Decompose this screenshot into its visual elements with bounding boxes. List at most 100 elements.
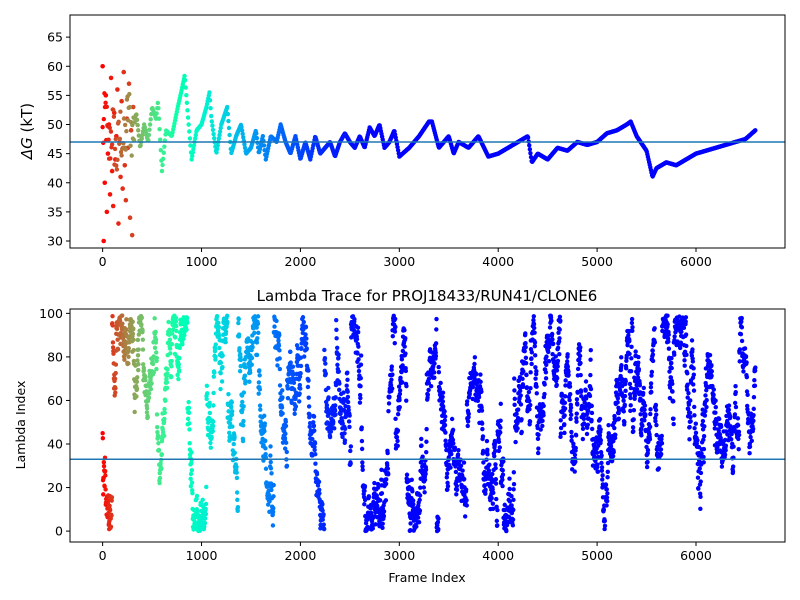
lambda-point xyxy=(345,399,351,405)
lambda-point xyxy=(568,408,573,414)
lambda-point xyxy=(162,406,167,412)
lambda-point xyxy=(573,433,579,438)
lambda-point xyxy=(126,361,131,366)
lambda-point xyxy=(732,412,738,417)
lambda-point xyxy=(115,347,121,352)
lambda-point xyxy=(271,506,276,511)
lambda-point xyxy=(218,386,223,392)
lambda-point xyxy=(186,399,191,405)
lambda-point xyxy=(523,355,529,360)
lambda-point xyxy=(686,390,691,396)
lambda-point xyxy=(174,328,179,334)
delta-g-point xyxy=(122,162,128,168)
lambda-point xyxy=(263,466,269,471)
lambda-point xyxy=(490,501,496,506)
lambda-point xyxy=(262,421,268,426)
lambda-point xyxy=(445,487,450,492)
lambda-point xyxy=(237,346,242,351)
lambda-point xyxy=(747,450,752,456)
delta-g-point xyxy=(211,136,217,141)
lambda-y-ticks: 0 20 40 60 80 100 xyxy=(39,306,70,539)
delta-g-y-axis-label: ΔG (kT) xyxy=(18,103,36,160)
lambda-point xyxy=(218,370,223,376)
lambda-point xyxy=(529,361,534,367)
lambda-point xyxy=(636,366,642,372)
lambda-point xyxy=(399,357,405,362)
lambda-point xyxy=(301,319,306,325)
lambda-point xyxy=(424,426,429,432)
lambda-point xyxy=(232,450,237,455)
x-tick-label: 2000 xyxy=(285,548,317,563)
lambda-point xyxy=(670,389,675,394)
delta-g-point xyxy=(189,157,194,162)
lambda-point xyxy=(140,337,145,342)
lambda-point xyxy=(630,324,635,330)
lambda-point xyxy=(628,368,634,374)
lambda-point xyxy=(306,404,312,409)
lambda-point xyxy=(544,354,549,359)
lambda-point xyxy=(395,438,400,444)
lambda-point xyxy=(534,391,539,396)
delta-g-x-ticks: 0 1000 2000 3000 4000 5000 6000 xyxy=(99,248,712,269)
lambda-point xyxy=(558,418,563,423)
lambda-point xyxy=(216,334,222,339)
lambda-point xyxy=(101,492,106,497)
lambda-point xyxy=(411,502,416,507)
lambda-point xyxy=(507,486,512,492)
lambda-point xyxy=(359,425,364,430)
lambda-point xyxy=(110,323,115,328)
lambda-point xyxy=(504,528,509,534)
lambda-point xyxy=(384,477,389,482)
lambda-point xyxy=(465,423,470,429)
lambda-point xyxy=(157,475,163,481)
delta-g-point xyxy=(211,131,216,137)
lambda-point xyxy=(342,438,348,443)
lambda-point xyxy=(236,332,242,337)
lambda-point xyxy=(454,483,460,489)
lambda-point xyxy=(529,350,535,355)
lambda-point xyxy=(263,446,268,451)
lambda-point xyxy=(599,460,604,466)
lambda-point xyxy=(408,521,413,526)
lambda-point xyxy=(692,413,697,418)
x-tick-label: 6000 xyxy=(680,548,712,563)
lambda-point xyxy=(518,402,524,407)
lambda-point xyxy=(642,403,648,408)
lambda-point xyxy=(483,487,488,492)
lambda-point xyxy=(670,381,675,387)
lambda-point xyxy=(494,518,500,524)
lambda-point xyxy=(298,386,303,391)
lambda-point xyxy=(736,436,741,442)
lambda-point xyxy=(242,373,248,378)
lambda-point xyxy=(107,507,113,513)
delta-g-point xyxy=(254,135,260,141)
lambda-point xyxy=(223,336,228,342)
lambda-point xyxy=(143,377,148,383)
lambda-point xyxy=(692,425,697,431)
lambda-point xyxy=(230,424,235,429)
lambda-point xyxy=(275,363,280,368)
lambda-point xyxy=(276,343,282,348)
lambda-point xyxy=(631,429,636,434)
lambda-point xyxy=(498,401,503,407)
lambda-point xyxy=(712,426,717,431)
lambda-point xyxy=(157,480,162,486)
lambda-point xyxy=(334,336,339,341)
lambda-point xyxy=(565,352,570,357)
lambda-point xyxy=(152,316,157,321)
delta-g-point xyxy=(157,126,162,132)
lambda-point xyxy=(381,509,387,514)
lambda-point xyxy=(671,416,676,421)
lambda-point xyxy=(509,493,514,499)
y-tick-label: 20 xyxy=(47,480,63,495)
lambda-point xyxy=(578,372,583,378)
lambda-point xyxy=(478,372,483,377)
lambda-point xyxy=(574,419,579,424)
lambda-point xyxy=(385,463,390,468)
lambda-point xyxy=(255,321,261,326)
lambda-point xyxy=(306,378,311,383)
delta-g-point xyxy=(186,122,191,127)
lambda-point xyxy=(532,325,537,331)
lambda-point xyxy=(709,369,715,374)
